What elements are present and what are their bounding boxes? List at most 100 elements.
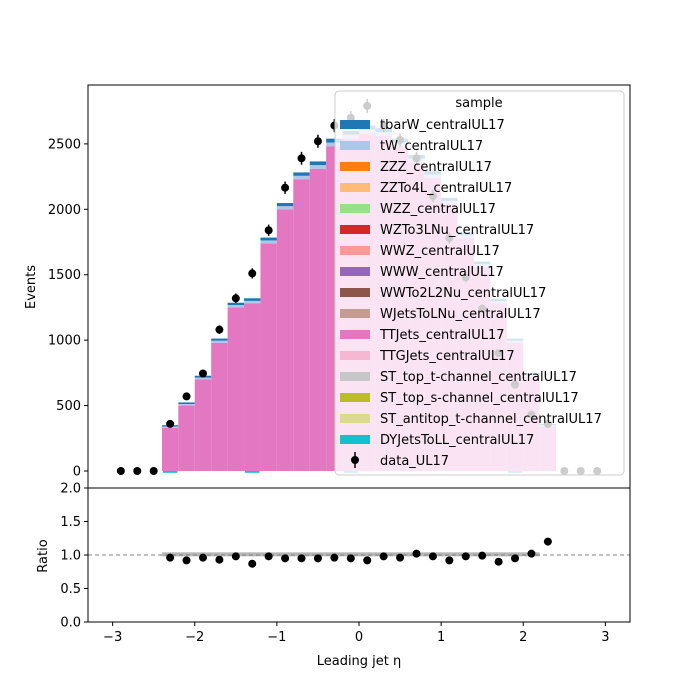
- ratio-uncertainty-band: [161, 552, 540, 557]
- ratio-point: [281, 554, 290, 563]
- main-y-axis-label: Events: [24, 265, 39, 309]
- ratio-point: [330, 553, 339, 562]
- legend-swatch: [340, 225, 370, 234]
- data-point: [215, 325, 224, 334]
- legend-label: WJetsToLNu_centralUL17: [380, 307, 541, 322]
- ratio-point: [363, 556, 372, 565]
- legend-label: WWTo2L2Nu_centralUL17: [380, 286, 546, 301]
- ratio-point: [346, 554, 355, 563]
- ratio-point: [543, 537, 552, 546]
- x-tick-label: −3: [103, 630, 122, 645]
- ratio-point: [511, 554, 520, 563]
- data-point: [198, 369, 207, 378]
- bar-ttjets: [211, 342, 228, 471]
- x-tick-label: 3: [601, 630, 609, 645]
- legend-label: ST_top_s-channel_centralUL17: [380, 391, 579, 406]
- main-y-ticks: 0 500 1000 1500 2000 2500: [48, 137, 88, 479]
- x-tick-label: 2: [519, 630, 527, 645]
- bar-ttjets: [309, 168, 327, 471]
- data-point: [116, 466, 125, 475]
- legend-swatch: [340, 141, 370, 150]
- legend-label: tbarW_centralUL17: [380, 118, 505, 133]
- bar-tw: [227, 305, 245, 308]
- ratio-y-ticks: 0.0 0.5 1.0 1.5 2.0: [60, 482, 88, 631]
- bar-tbarw: [211, 338, 228, 341]
- legend-swatch: [340, 351, 370, 360]
- legend-label: data_UL17: [380, 454, 449, 469]
- bar-tbarw: [309, 161, 327, 166]
- ratio-y-tick-label: 1.0: [60, 549, 81, 564]
- bar-ttjets: [293, 179, 310, 471]
- main-histogram-panel: 0 500 1000 1500 2000 2500 Events sample tbarW…: [24, 84, 631, 489]
- main-y-tick-label: 2500: [48, 137, 81, 152]
- legend-box: [334, 90, 625, 476]
- ratio-point: [445, 556, 454, 565]
- ratio-y-tick-label: 1.5: [60, 515, 81, 530]
- data-point: [281, 183, 290, 192]
- main-y-tick-label: 2000: [48, 203, 81, 218]
- legend-label: ST_antitop_t-channel_centralUL17: [380, 412, 602, 427]
- data-point: [166, 419, 175, 428]
- legend-label: TTJets_centralUL17: [379, 328, 505, 343]
- legend: sample tbarW_centralUL17 tW_centralUL17 ZZ…: [334, 90, 625, 476]
- legend-label: DYJetsToLL_centralUL17: [380, 433, 534, 448]
- main-y-tick-label: 1500: [48, 268, 81, 283]
- bar-tw: [260, 240, 277, 244]
- legend-label: WZTo3LNu_centralUL17: [380, 223, 534, 238]
- legend-swatch: [340, 372, 370, 381]
- ratio-point: [461, 552, 470, 561]
- bar-tw: [178, 403, 195, 406]
- x-axis-label: Leading jet η: [317, 654, 402, 669]
- bar-tw: [211, 340, 228, 343]
- ratio-y-tick-label: 0.5: [60, 582, 81, 597]
- ratio-point: [248, 559, 257, 568]
- bar-ttjets: [227, 307, 245, 471]
- legend-swatch: [340, 183, 370, 192]
- ratio-point: [297, 554, 306, 563]
- ratio-panel: 0.0 0.5 1.0 1.5 2.0 −3 −2 −1 0 1 2 3 Ratio Leading…: [36, 482, 631, 669]
- legend-marker: [351, 456, 359, 464]
- legend-swatch: [340, 309, 370, 318]
- legend-label: ST_top_t-channel_centralUL17: [380, 370, 577, 385]
- x-tick-label: −1: [267, 630, 286, 645]
- bar-tw: [309, 165, 327, 169]
- legend-label: tW_centralUL17: [380, 139, 483, 154]
- ratio-point: [313, 554, 322, 563]
- ratio-point: [428, 552, 437, 561]
- ratio-point: [166, 553, 175, 562]
- legend-label: ZZZ_centralUL17: [380, 160, 492, 175]
- data-point: [297, 154, 306, 163]
- legend-swatch: [340, 246, 370, 255]
- bar-ttjets: [244, 303, 261, 471]
- legend-entries: tbarW_centralUL17 tW_centralUL17 ZZZ_centr…: [340, 118, 602, 469]
- bar-dyjets: [245, 470, 260, 473]
- bar-tbarw: [293, 172, 310, 176]
- bar-ttjets: [276, 209, 294, 471]
- x-tick-label: −2: [185, 630, 204, 645]
- bar-ttjets: [178, 405, 195, 471]
- ratio-point: [198, 553, 207, 562]
- data-point: [149, 466, 158, 475]
- bar-tw: [276, 206, 294, 210]
- ratio-point: [412, 549, 421, 558]
- bar-ttjets: [260, 243, 277, 471]
- x-tick-label: 1: [437, 630, 445, 645]
- legend-swatch: [340, 204, 370, 213]
- bar-dyjets: [162, 470, 178, 473]
- legend-swatch: [340, 330, 370, 339]
- bar-tbarw: [276, 203, 294, 207]
- data-point: [231, 294, 240, 303]
- bar-tbarw: [178, 402, 195, 404]
- legend-swatch: [340, 120, 370, 129]
- ratio-x-ticks: −3 −2 −1 0 1 2 3: [103, 622, 610, 645]
- legend-swatch: [340, 288, 370, 297]
- legend-swatch: [340, 414, 370, 423]
- legend-title: sample: [455, 96, 502, 111]
- bar-tbarw: [260, 237, 277, 241]
- ratio-axes-frame: [87, 487, 631, 623]
- ratio-points: [166, 537, 552, 568]
- main-y-tick-label: 1000: [48, 334, 81, 349]
- data-point: [313, 137, 322, 146]
- legend-label: WWZ_centralUL17: [380, 244, 500, 259]
